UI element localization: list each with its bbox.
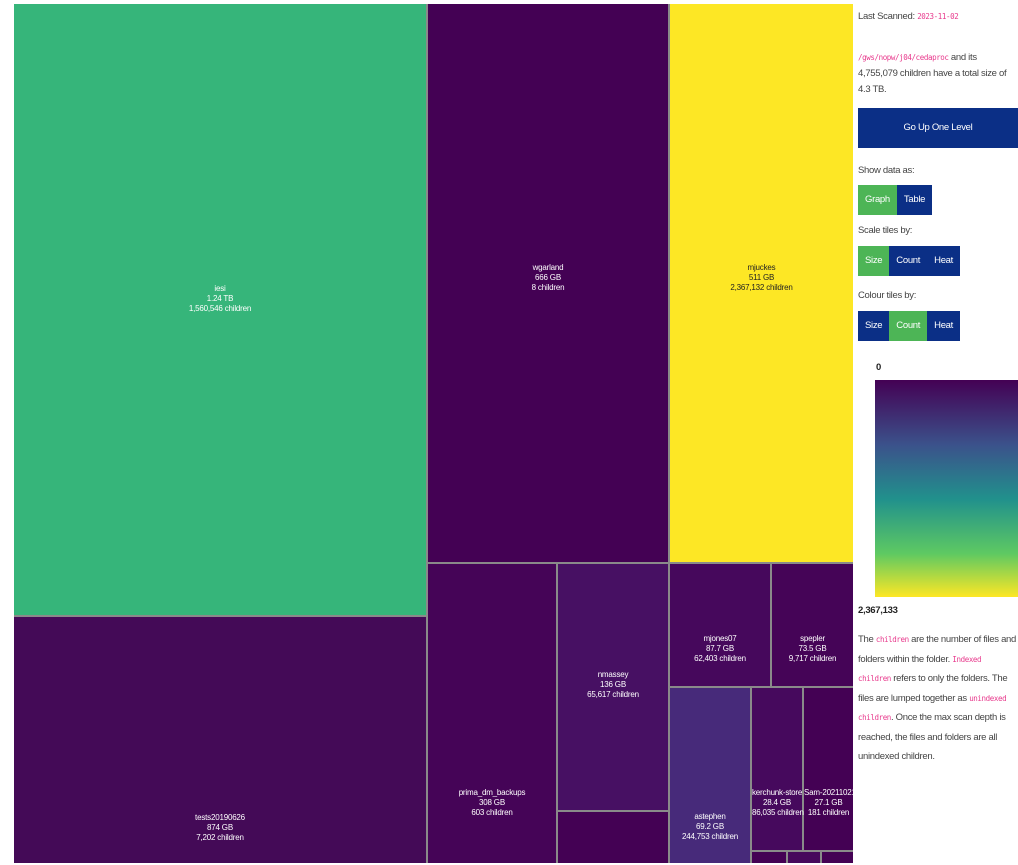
tile-name: nmassey xyxy=(597,670,629,679)
go-up-button[interactable]: Go Up One Level xyxy=(858,108,1018,148)
tile-children: 62,403 children xyxy=(694,654,746,663)
note-text: refers to only the folders. The files ar… xyxy=(858,673,1008,704)
option-button[interactable]: Table xyxy=(896,185,933,215)
sidebar: Last Scanned: 2023-11-02 /gws/nopw/j04/c… xyxy=(858,0,1018,865)
tile-size: 69.2 GB xyxy=(696,822,724,831)
note-text: are the number of files and folders with… xyxy=(858,634,1017,665)
tile-label: wgarland 666 GB 8 children xyxy=(428,263,668,293)
tile[interactable]: wgarland 666 GB 8 children xyxy=(428,4,668,562)
date: 2023-11-02 xyxy=(917,12,959,21)
tile[interactable] xyxy=(822,852,853,863)
tile[interactable]: nmassey 136 GB 65,617 children xyxy=(558,564,668,810)
tile-label: kerchunk-store 28.4 GB 86,035 children xyxy=(752,788,804,818)
tile[interactable]: mjones07 87.7 GB 62,403 children xyxy=(670,564,770,686)
tile[interactable]: spepler 73.5 GB 9,717 children xyxy=(772,564,853,686)
tile-label: astephen 69.2 GB 244,753 children xyxy=(670,812,750,842)
tile-children: 9,717 children xyxy=(788,654,837,663)
last-scanned: Last Scanned: 2023-11-02 xyxy=(858,9,1018,25)
tile[interactable] xyxy=(558,812,668,863)
tile-label: nmassey 136 GB 65,617 children xyxy=(558,670,668,700)
tile-label: tests20190626 874 GB 7,202 children xyxy=(14,813,426,843)
label: Last Scanned: xyxy=(858,11,915,22)
tile[interactable] xyxy=(788,852,820,863)
colour-label: Colour tiles by: xyxy=(858,290,917,301)
tile-label: mjuckes 511 GB 2,367,132 children xyxy=(670,263,853,293)
tile[interactable]: Sam-20211021 27.1 GB 181 children xyxy=(804,688,856,850)
tile[interactable]: iesi 1.24 TB 1,560,546 children xyxy=(14,4,426,615)
tile-children: 7,202 children xyxy=(196,833,244,842)
tile[interactable]: kerchunk-store 28.4 GB 86,035 children xyxy=(752,688,804,850)
tile-label: iesi 1.24 TB 1,560,546 children xyxy=(14,284,426,314)
colour-options: Size Count Heat xyxy=(858,311,961,341)
note: The children are the number of files and… xyxy=(858,630,1018,767)
summary: /gws/nopw/j04/cedaproc and its 4,755,079… xyxy=(858,50,1018,98)
tile-name: mjones07 xyxy=(703,634,737,643)
colour-scale xyxy=(875,380,1018,597)
option-button[interactable]: Size xyxy=(858,311,890,341)
path: /gws/nopw/j04/cedaproc xyxy=(858,53,949,62)
tile-children: 1,560,546 children xyxy=(188,304,252,313)
tile-size: 73.5 GB xyxy=(798,644,827,653)
tile-children: 86,035 children xyxy=(752,808,804,817)
note-text: . Once the max scan depth is reached, th… xyxy=(858,712,1006,762)
tile-name: prima_dm_backups xyxy=(458,788,526,797)
tile-children: 8 children xyxy=(531,283,565,292)
tile-size: 28.4 GB xyxy=(763,798,791,807)
tile-size: 874 GB xyxy=(207,823,233,832)
tile-size: 511 GB xyxy=(748,273,775,282)
tile[interactable]: prima_dm_backups 308 GB 603 children xyxy=(428,564,556,863)
tile-name: kerchunk-store xyxy=(752,788,803,797)
note-code: unindexed children xyxy=(858,693,1007,723)
legend-min: 0 xyxy=(876,362,881,373)
tile-children: 65,617 children xyxy=(587,690,639,699)
show-options: Graph Table xyxy=(858,185,933,215)
tile-children: 244,753 children xyxy=(682,832,738,841)
tile-name: wgarland xyxy=(532,263,564,272)
note-code: children xyxy=(875,635,909,644)
tile-label: prima_dm_backups 308 GB 603 children xyxy=(428,788,556,818)
option-button[interactable]: Size xyxy=(858,246,890,276)
tile[interactable]: mjuckes 511 GB 2,367,132 children xyxy=(670,4,853,562)
tile-name: iesi xyxy=(214,284,226,293)
tile-label: spepler 73.5 GB 9,717 children xyxy=(772,634,853,664)
tile-size: 27.1 GB xyxy=(814,798,843,807)
tile-children: 603 children xyxy=(471,808,513,817)
scale-options: Size Count Heat xyxy=(858,246,961,276)
scale-label: Scale tiles by: xyxy=(858,225,913,236)
option-button[interactable]: Count xyxy=(889,311,928,341)
tile[interactable]: tests20190626 874 GB 7,202 children xyxy=(14,617,426,863)
tile-size: 87.7 GB xyxy=(706,644,734,653)
tile-name: spepler xyxy=(800,634,825,643)
note-text: The xyxy=(858,634,874,645)
tile-name: astephen xyxy=(694,812,726,821)
option-button[interactable]: Heat xyxy=(927,311,961,341)
option-button[interactable]: Graph xyxy=(858,185,897,215)
tile-children: 181 children xyxy=(807,808,850,817)
tile-size: 666 GB xyxy=(535,273,561,282)
tile-children: 2,367,132 children xyxy=(730,283,793,292)
tile-name: Sam-20211021 xyxy=(804,788,856,797)
tile-size: 308 GB xyxy=(479,798,505,807)
tile[interactable]: astephen 69.2 GB 244,753 children xyxy=(670,688,750,863)
tile-label: Sam-20211021 27.1 GB 181 children xyxy=(804,788,856,818)
tile[interactable] xyxy=(752,852,786,863)
treemap: iesi 1.24 TB 1,560,546 children tests20190… xyxy=(14,4,856,863)
show-label: Show data as: xyxy=(858,165,915,176)
legend-max: 2,367,133 xyxy=(858,605,898,616)
tile-name: mjuckes xyxy=(747,263,776,272)
tile-size: 1.24 TB xyxy=(206,294,234,303)
tile-size: 136 GB xyxy=(600,680,626,689)
summary-text: and its 4,755,079 children have a total … xyxy=(858,52,1007,95)
option-button[interactable]: Heat xyxy=(927,246,961,276)
tile-label: mjones07 87.7 GB 62,403 children xyxy=(670,634,770,664)
option-button[interactable]: Count xyxy=(889,246,928,276)
note-code: Indexed children xyxy=(858,654,982,684)
tile-name: tests20190626 xyxy=(195,813,245,822)
